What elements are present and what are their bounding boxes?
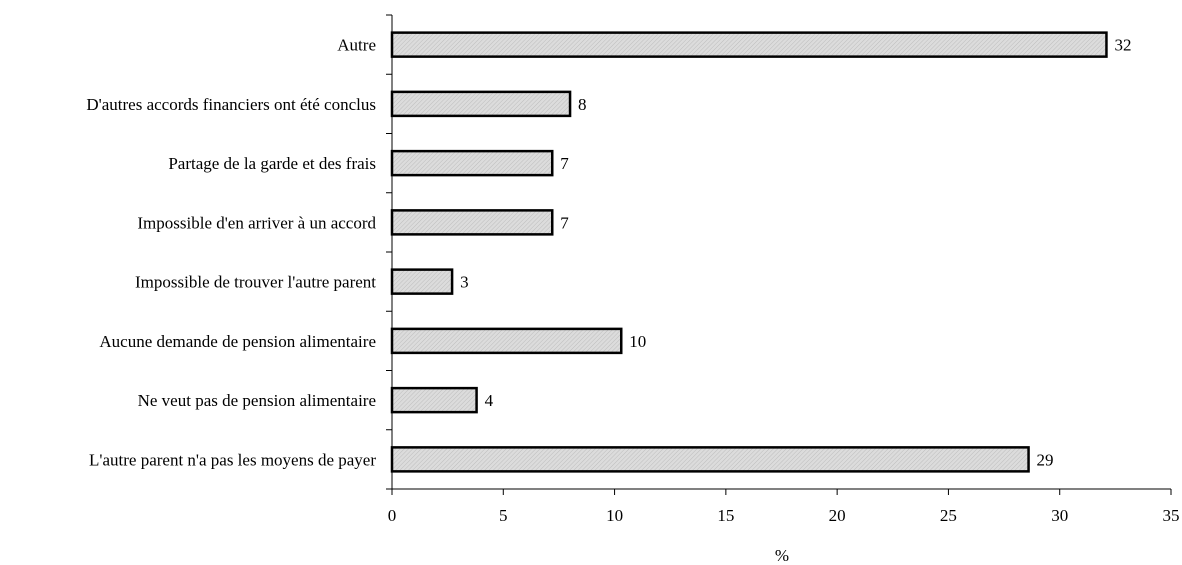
x-tick-label: 35 — [1163, 506, 1180, 525]
data-label: 8 — [578, 95, 587, 114]
category-label: Partage de la garde et des frais — [168, 154, 376, 173]
category-label: L'autre parent n'a pas les moyens de pay… — [89, 450, 376, 469]
x-tick-label: 30 — [1051, 506, 1068, 525]
category-label: Impossible d'en arriver à un accord — [137, 213, 376, 232]
bar — [390, 149, 554, 177]
data-label: 4 — [485, 391, 494, 410]
x-axis-title: % — [775, 546, 789, 565]
data-label: 7 — [560, 154, 569, 173]
bar — [390, 31, 1108, 58]
category-label: Impossible de trouver l'autre parent — [135, 273, 376, 292]
category-label: Autre — [337, 36, 376, 55]
x-tick-label: 5 — [499, 506, 508, 525]
bar — [390, 209, 554, 236]
bar — [390, 327, 623, 355]
x-tick-label: 20 — [829, 506, 846, 525]
bar — [390, 268, 454, 295]
category-label: D'autres accords financiers ont été conc… — [86, 95, 376, 114]
data-label: 3 — [460, 273, 469, 292]
data-label: 29 — [1037, 450, 1054, 469]
bar — [390, 386, 478, 414]
bars-group — [390, 31, 1108, 473]
bar — [390, 446, 1030, 473]
x-tick-label: 15 — [717, 506, 734, 525]
x-tick-label: 10 — [606, 506, 623, 525]
x-tick-label: 0 — [388, 506, 397, 525]
bar — [390, 90, 572, 118]
data-label: 7 — [560, 213, 569, 232]
category-label: Aucune demande de pension alimentaire — [99, 332, 376, 351]
x-tick-label: 25 — [940, 506, 957, 525]
category-label: Ne veut pas de pension alimentaire — [138, 391, 376, 410]
data-label: 10 — [629, 332, 646, 351]
axes-group: Autre 32 D'autres accords financiers ont é… — [86, 14, 1180, 525]
data-label: 32 — [1114, 36, 1131, 55]
